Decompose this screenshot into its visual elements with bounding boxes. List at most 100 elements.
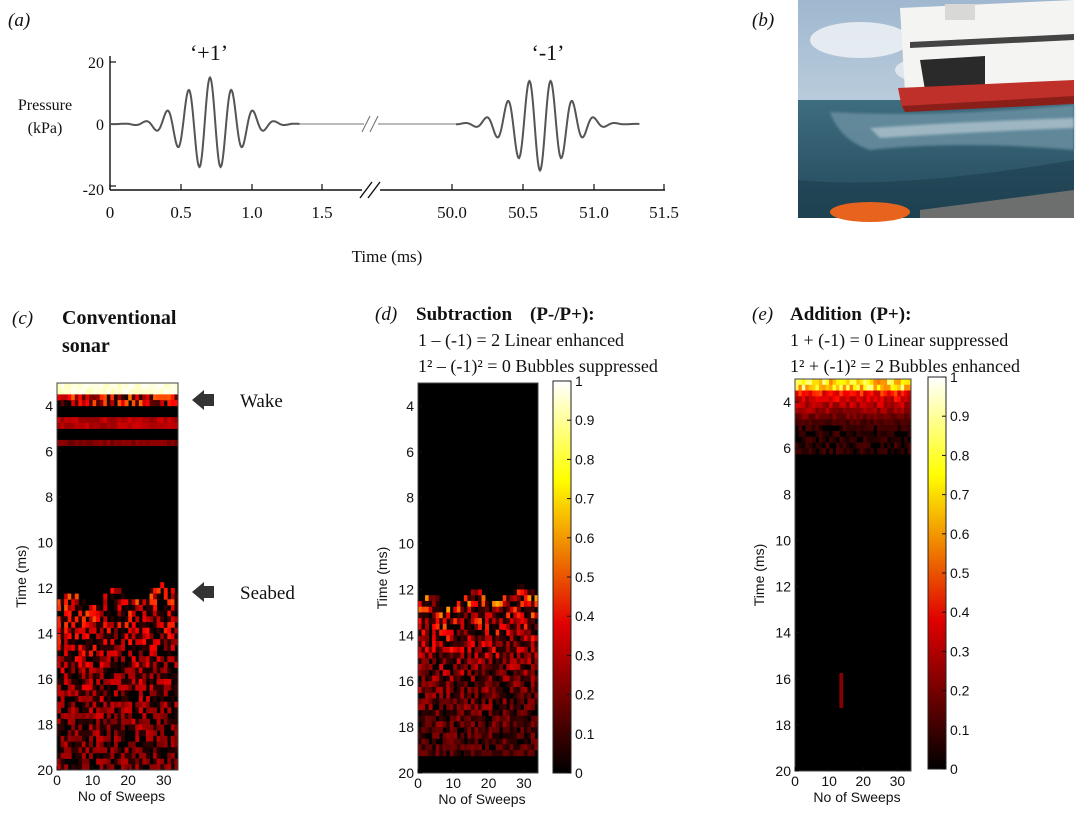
heatmap-d-cell <box>478 618 482 625</box>
heatmap-c-cell <box>60 758 65 765</box>
heatmap-c-cell <box>81 707 86 714</box>
heatmap-c-cell <box>81 741 86 748</box>
heatmap-c-cell <box>89 417 93 424</box>
heatmap-e-cell <box>798 413 803 420</box>
heatmap-e-cell <box>812 396 816 403</box>
heatmap-e-cell <box>907 425 912 432</box>
heatmap-c-cell <box>92 400 97 407</box>
a-xtick-label: 0.5 <box>170 203 191 222</box>
heatmap-c-cell <box>135 735 140 742</box>
heatmap-e-cell <box>863 425 868 432</box>
heatmap-e-cell <box>805 396 810 403</box>
heatmap-xlabel: No of Sweeps <box>78 788 165 804</box>
heatmap-c-cell <box>142 633 147 640</box>
heatmap-c-cell <box>135 417 140 424</box>
heatmap-d-cell <box>474 618 479 625</box>
heatmap-c-cell <box>99 650 104 657</box>
heatmap-c-cell <box>81 616 86 623</box>
heatmap-d-cell <box>506 732 511 739</box>
heatmap-xtick-label: 20 <box>120 772 136 788</box>
heatmap-d-cell <box>425 623 429 631</box>
heatmap-d-cell <box>446 709 451 717</box>
heatmap-c-cell <box>174 673 179 680</box>
heatmap-c-cell <box>138 622 143 629</box>
heatmap-c-cell <box>74 678 79 686</box>
heatmap-d-cell <box>481 698 486 705</box>
heatmap-c-cell <box>160 673 165 680</box>
heatmap-d-cell <box>485 686 489 694</box>
heatmap-d-cell <box>425 600 429 608</box>
heatmap-d-cell <box>485 641 489 648</box>
heatmap-c-cell <box>67 633 72 640</box>
heatmap-c-cell <box>145 417 150 424</box>
heatmap-d-cell <box>534 623 539 631</box>
heatmap-c-cell <box>149 673 154 680</box>
heatmap-d-cell <box>439 652 444 659</box>
heatmap-d-cell <box>516 664 521 671</box>
heatmap-d-cell <box>418 658 422 665</box>
heatmap-c-cell <box>106 644 111 651</box>
heatmap-c-cell <box>78 684 83 691</box>
heatmap-c-cell <box>121 422 126 429</box>
heatmap-d-cell <box>523 727 528 734</box>
heatmap-c-cell <box>138 764 143 771</box>
heatmap-d-cell <box>425 664 429 671</box>
heatmap-e-cell <box>876 390 881 397</box>
heatmap-c-cell <box>174 735 179 742</box>
heatmap-d-cell <box>520 686 525 694</box>
heatmap-c-cell <box>81 730 86 737</box>
heatmap-d-cell <box>534 738 539 745</box>
heatmap-c-cell <box>128 667 133 674</box>
heatmap-e-cell <box>887 379 891 386</box>
heatmap-d-cell <box>460 606 465 613</box>
heatmap-c-cell <box>117 610 122 617</box>
heatmap-d-cell <box>460 646 465 653</box>
heatmap-e-cell <box>863 413 868 420</box>
heatmap-d-cell <box>425 641 429 648</box>
heatmap-c-cell <box>170 417 175 424</box>
heatmap-d-cell <box>516 721 521 728</box>
heatmap-e-cell <box>900 379 905 386</box>
heatmap-d-cell <box>492 664 497 671</box>
heatmap-e-cell <box>849 436 854 443</box>
heatmap-e-cell <box>900 396 905 403</box>
heatmap-c-cell <box>121 667 126 674</box>
heatmap-c-cell <box>163 388 168 395</box>
heatmap-e-cell <box>798 379 803 386</box>
heatmap-c-cell <box>113 417 118 424</box>
heatmap-d-cell <box>523 715 528 722</box>
heatmap-c-cell <box>121 400 126 407</box>
heatmap-c-cell <box>156 724 161 731</box>
heatmap-d-cell <box>513 686 518 694</box>
heatmap-d-cell <box>523 600 528 608</box>
heatmap-c-cell <box>85 741 90 748</box>
heatmap-c-cell <box>138 690 143 697</box>
heatmap-e-cell <box>863 419 868 426</box>
heatmap-c-cell <box>92 627 97 634</box>
heatmap-e-cell <box>798 402 803 409</box>
heatmap-d-cell <box>446 658 451 665</box>
heatmap-e-cell <box>880 402 885 409</box>
heatmap-d-cell <box>513 664 518 671</box>
heatmap-e-cell <box>839 379 844 386</box>
heatmap-c-cell <box>64 639 69 646</box>
heatmap-e-cell <box>805 419 810 426</box>
heatmap-c-cell <box>81 673 86 680</box>
heatmap-e-cell <box>849 413 854 420</box>
heatmap-e-cell <box>808 413 813 420</box>
heatmap-e-cell <box>822 390 827 397</box>
heatmap-c-cell <box>74 730 79 737</box>
heatmap-c-cell <box>117 650 122 657</box>
heatmap-c-cell <box>149 650 154 657</box>
heatmap-c-cell <box>57 690 61 697</box>
heatmap-c-cell <box>99 730 104 737</box>
heatmap-c-cell <box>117 439 122 446</box>
heatmap-c-cell <box>81 752 86 760</box>
heatmap-d-cell <box>488 658 493 665</box>
heatmap-d-cell <box>463 658 468 665</box>
heatmap-c-cell <box>156 713 161 720</box>
heatmap-d-cell <box>439 744 444 751</box>
heatmap-e-cell <box>904 384 908 391</box>
heatmap-d-cell <box>478 669 482 676</box>
